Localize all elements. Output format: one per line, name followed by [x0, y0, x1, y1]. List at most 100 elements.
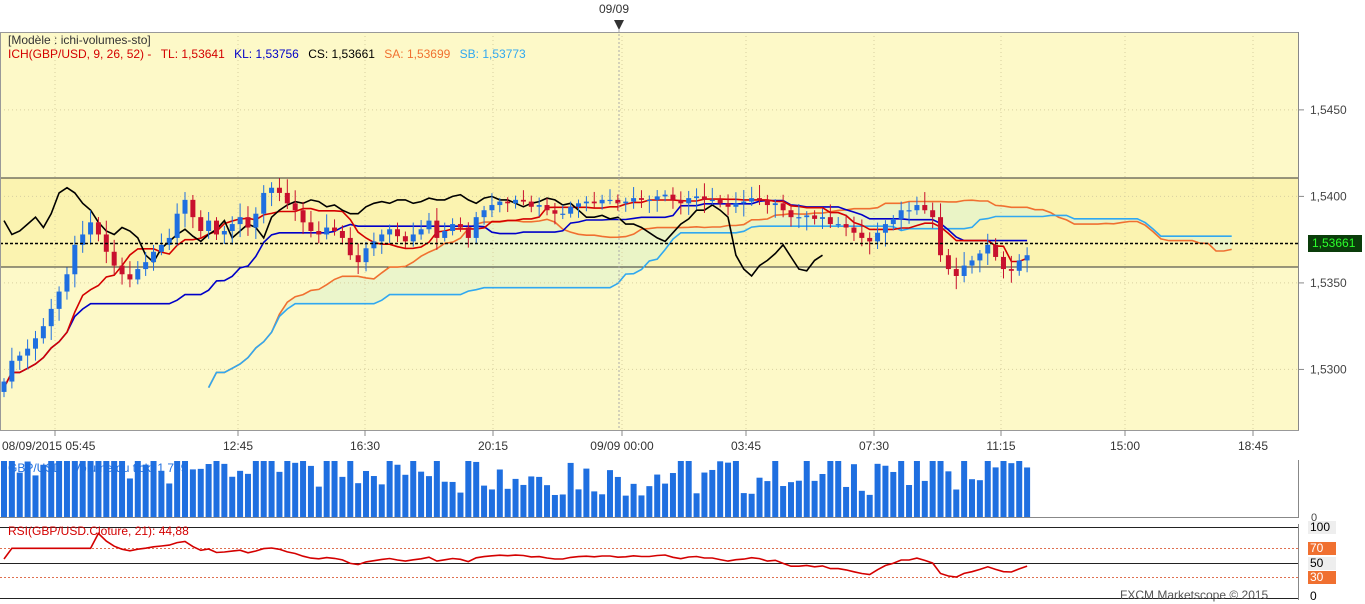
candle[interactable]: [261, 185, 267, 224]
candle[interactable]: [638, 190, 644, 208]
candle[interactable]: [190, 194, 196, 229]
candle[interactable]: [890, 215, 896, 231]
candle[interactable]: [88, 210, 94, 245]
candle[interactable]: [1024, 247, 1030, 273]
candle[interactable]: [993, 238, 999, 261]
candle[interactable]: [473, 211, 479, 244]
candle[interactable]: [17, 351, 23, 370]
candle[interactable]: [245, 206, 251, 236]
candle[interactable]: [528, 195, 534, 213]
candle[interactable]: [583, 196, 589, 212]
candle[interactable]: [119, 257, 125, 285]
candle[interactable]: [835, 217, 841, 228]
candle[interactable]: [812, 210, 818, 225]
candle[interactable]: [237, 203, 243, 238]
candle[interactable]: [324, 214, 330, 240]
candle[interactable]: [788, 204, 794, 227]
candle[interactable]: [646, 195, 652, 213]
candle[interactable]: [694, 188, 700, 210]
candle[interactable]: [166, 228, 172, 250]
candle[interactable]: [127, 261, 133, 288]
candle[interactable]: [725, 194, 731, 216]
candle[interactable]: [843, 214, 849, 237]
candle[interactable]: [206, 212, 212, 239]
candle[interactable]: [607, 189, 613, 205]
candle[interactable]: [339, 225, 345, 245]
candle[interactable]: [253, 207, 259, 239]
candle[interactable]: [969, 255, 975, 274]
candle[interactable]: [764, 194, 770, 214]
candle[interactable]: [945, 248, 951, 275]
candle[interactable]: [48, 298, 54, 340]
candle[interactable]: [111, 239, 117, 275]
candle[interactable]: [402, 231, 408, 249]
candle[interactable]: [985, 233, 991, 265]
candle[interactable]: [568, 201, 574, 218]
candle[interactable]: [520, 190, 526, 206]
candle[interactable]: [717, 194, 723, 208]
time-axis[interactable]: 08/09/2015 05:45 12:45 16:30 20:15 09/09 00:…: [2, 430, 1268, 453]
candle[interactable]: [961, 252, 967, 283]
candle[interactable]: [875, 222, 881, 250]
candle[interactable]: [536, 197, 542, 217]
price-axis[interactable]: 1,5450 1,5400 1,5350 1,5300: [1298, 32, 1347, 430]
candle[interactable]: [882, 220, 888, 247]
candle[interactable]: [9, 347, 15, 389]
candle[interactable]: [922, 192, 928, 214]
candle[interactable]: [1016, 254, 1022, 276]
candle[interactable]: [670, 187, 676, 209]
candle[interactable]: [410, 222, 416, 247]
candle[interactable]: [859, 219, 865, 247]
candle[interactable]: [898, 201, 904, 231]
candle[interactable]: [780, 194, 786, 218]
candle[interactable]: [481, 205, 487, 225]
candle[interactable]: [64, 267, 70, 300]
candle[interactable]: [701, 183, 707, 213]
candle[interactable]: [465, 222, 471, 248]
candle[interactable]: [709, 187, 715, 205]
candle[interactable]: [544, 198, 550, 216]
candle[interactable]: [1008, 255, 1014, 283]
candle[interactable]: [749, 186, 755, 206]
candle[interactable]: [513, 195, 519, 209]
candle[interactable]: [827, 204, 833, 229]
candle[interactable]: [819, 208, 825, 230]
candle[interactable]: [213, 217, 219, 241]
candle[interactable]: [174, 203, 180, 246]
candle[interactable]: [229, 216, 235, 245]
candle[interactable]: [552, 202, 558, 225]
candle[interactable]: [953, 257, 959, 290]
candle[interactable]: [930, 202, 936, 229]
candle[interactable]: [796, 204, 802, 229]
candle[interactable]: [906, 202, 912, 224]
candle[interactable]: [332, 219, 338, 236]
candle[interactable]: [221, 225, 227, 244]
candle[interactable]: [977, 250, 983, 273]
candle[interactable]: [308, 210, 314, 238]
candle[interactable]: [497, 197, 503, 213]
candle[interactable]: [757, 185, 763, 206]
candle[interactable]: [292, 190, 298, 221]
candle[interactable]: [182, 192, 188, 228]
candle[interactable]: [418, 220, 424, 240]
candle[interactable]: [40, 318, 46, 344]
candle[interactable]: [284, 179, 290, 210]
candle[interactable]: [450, 218, 456, 236]
candle[interactable]: [442, 222, 448, 242]
candle[interactable]: [379, 229, 385, 254]
candle[interactable]: [25, 339, 31, 370]
candle[interactable]: [371, 232, 377, 256]
candle[interactable]: [851, 216, 857, 241]
candle[interactable]: [741, 190, 747, 217]
candle[interactable]: [151, 244, 157, 271]
candles[interactable]: [1, 178, 1030, 398]
candle[interactable]: [615, 194, 621, 211]
candle[interactable]: [560, 204, 566, 220]
candle[interactable]: [426, 212, 432, 234]
candle[interactable]: [867, 232, 873, 255]
candle[interactable]: [457, 217, 463, 232]
candle[interactable]: [938, 203, 944, 262]
candle[interactable]: [599, 194, 605, 210]
candle[interactable]: [505, 197, 511, 213]
